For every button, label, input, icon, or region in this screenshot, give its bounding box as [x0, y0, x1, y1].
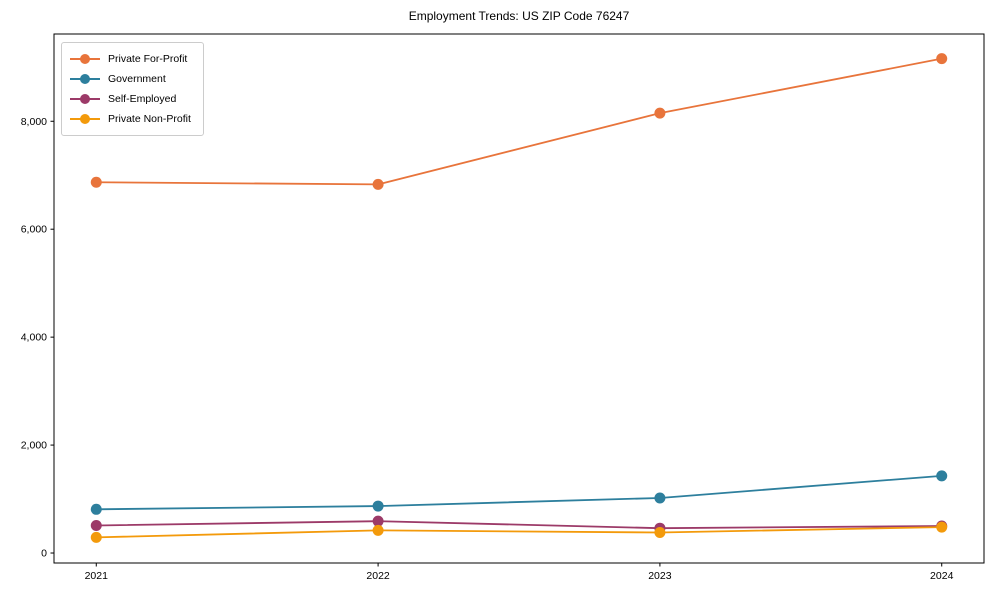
legend-item-self-employed: Self-Employed [70, 89, 191, 109]
x-tick-label: 2021 [85, 570, 109, 582]
data-point-private-for-profit-2021 [90, 176, 102, 188]
legend-dot-icon [80, 54, 90, 64]
x-tick-label: 2024 [930, 570, 954, 582]
legend-line-marker-icon [70, 114, 100, 124]
series-line-private-non-profit [96, 526, 942, 539]
legend-dot-icon [80, 94, 90, 104]
legend-line-marker-icon [70, 94, 100, 104]
data-point-government-2024 [936, 470, 948, 482]
legend-label: Private Non-Profit [108, 113, 191, 125]
y-tick-label: 8,000 [21, 116, 47, 128]
data-point-government-2021 [90, 503, 102, 515]
y-tick-label: 6,000 [21, 224, 47, 236]
plot-border [53, 33, 985, 564]
x-tick-label: 2022 [366, 570, 390, 582]
legend-line-marker-icon [70, 74, 100, 84]
y-tick-label: 0 [41, 548, 47, 560]
data-point-private-for-profit-2024 [936, 53, 948, 65]
series-line-government [96, 474, 942, 511]
legend-label: Government [108, 73, 166, 85]
legend: Private For-Profit Government Self-Emplo… [61, 42, 204, 136]
legend-label: Private For-Profit [108, 53, 188, 65]
chart-title: Employment Trends: US ZIP Code 76247 [408, 9, 630, 23]
data-point-private-non-profit-2022 [372, 524, 384, 536]
series-line-private-for-profit [96, 57, 942, 186]
legend-label: Self-Employed [108, 93, 177, 105]
data-point-government-2023 [654, 492, 666, 504]
data-point-private-non-profit-2023 [654, 527, 666, 539]
data-point-private-non-profit-2021 [90, 531, 102, 543]
data-point-government-2022 [372, 500, 384, 512]
legend-item-private-non-profit: Private Non-Profit [70, 109, 191, 129]
y-tick-label: 2,000 [21, 440, 47, 452]
legend-item-government: Government [70, 69, 191, 89]
legend-dot-icon [80, 114, 90, 124]
legend-dot-icon [80, 74, 90, 84]
data-point-self-employed-2021 [90, 519, 102, 531]
data-point-self-employed-2022 [372, 515, 384, 527]
legend-line-marker-icon [70, 54, 100, 64]
data-point-private-for-profit-2023 [654, 107, 666, 119]
legend-item-private-for-profit: Private For-Profit [70, 49, 191, 69]
series-line-self-employed [96, 520, 942, 530]
y-tick-label: 4,000 [21, 332, 47, 344]
data-point-private-for-profit-2022 [372, 178, 384, 190]
x-tick-label: 2023 [648, 570, 672, 582]
data-point-private-non-profit-2024 [936, 521, 948, 533]
